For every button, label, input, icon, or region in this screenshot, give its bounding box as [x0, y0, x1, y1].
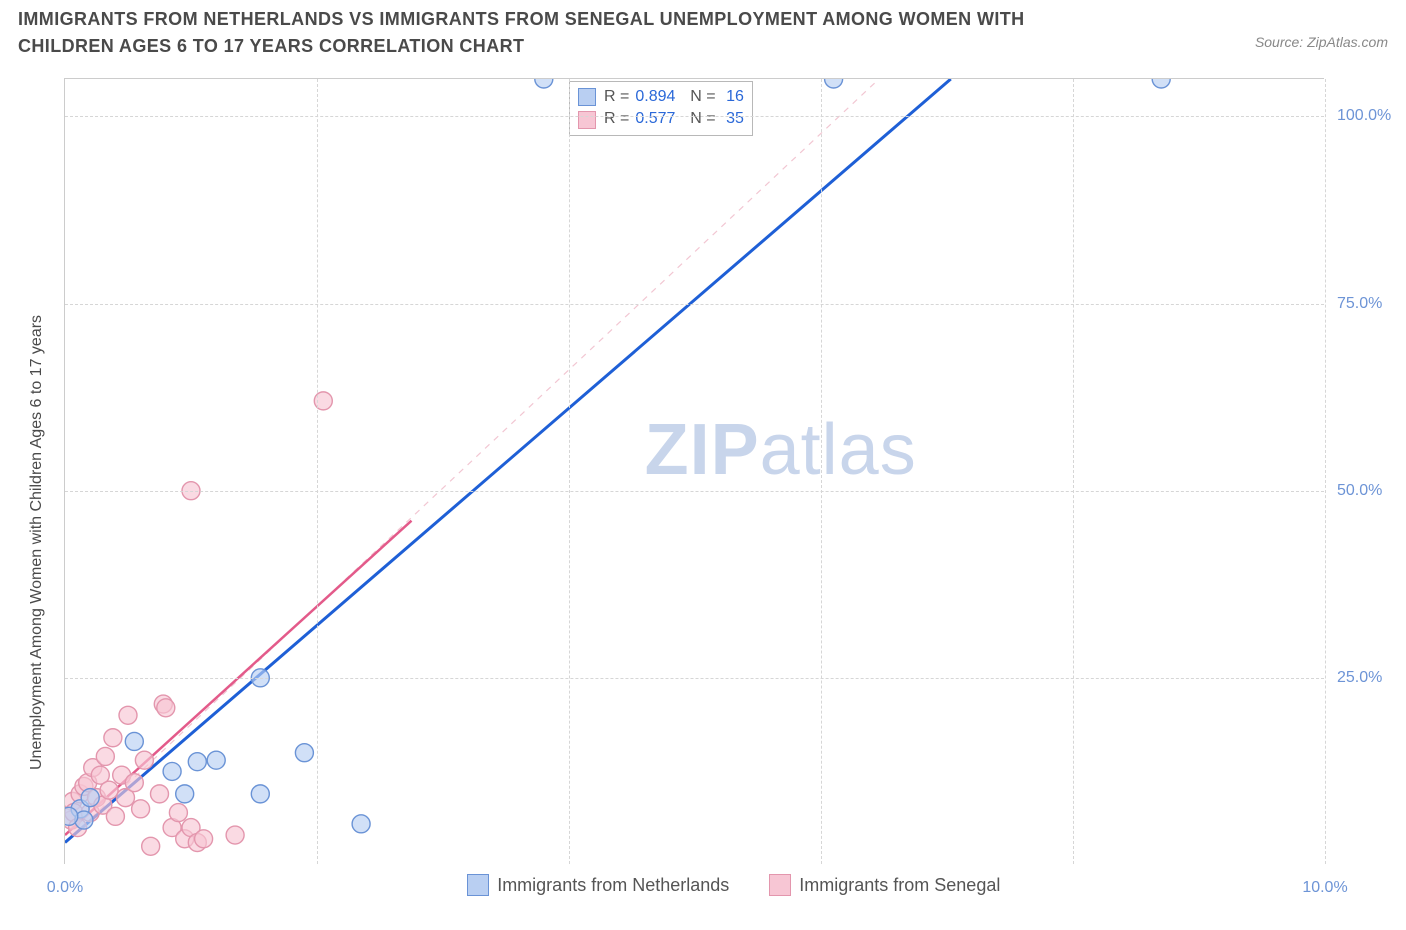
legend-r-value: 0.577 [635, 108, 675, 130]
x-tick-label: 0.0% [47, 879, 83, 897]
data-point [251, 785, 269, 803]
y-tick-label: 25.0% [1337, 669, 1382, 687]
legend-stats: R = 0.894 N = 16 R = 0.577 N = 35 [569, 81, 753, 136]
data-point [132, 800, 150, 818]
legend-swatch [578, 88, 596, 106]
legend-series: Immigrants from Netherlands Immigrants fr… [467, 874, 1000, 896]
legend-stats-row: R = 0.894 N = 16 [578, 86, 744, 108]
legend-label: Immigrants from Netherlands [497, 875, 729, 896]
trend-line [65, 79, 879, 843]
data-point [295, 744, 313, 762]
data-point [825, 79, 843, 88]
grid-line-h [65, 116, 1324, 117]
source-label: Source: ZipAtlas.com [1255, 34, 1388, 50]
grid-line-v [821, 79, 822, 864]
grid-line-h [65, 491, 1324, 492]
legend-r-label: R = [604, 86, 629, 108]
plot-svg [65, 79, 1325, 865]
grid-line-v [1073, 79, 1074, 864]
data-point [81, 789, 99, 807]
data-point [106, 807, 124, 825]
grid-line-h [65, 304, 1324, 305]
grid-line-h [65, 678, 1324, 679]
data-point [176, 785, 194, 803]
legend-swatch [467, 874, 489, 896]
data-point [188, 753, 206, 771]
legend-label: Immigrants from Senegal [799, 875, 1000, 896]
grid-line-v [569, 79, 570, 864]
data-point [135, 751, 153, 769]
grid-line-v [317, 79, 318, 864]
legend-r-value: 0.894 [635, 86, 675, 108]
data-point [125, 774, 143, 792]
data-point [151, 785, 169, 803]
data-point [157, 699, 175, 717]
data-point [169, 804, 187, 822]
legend-n-value: 16 [722, 86, 744, 108]
data-point [96, 747, 114, 765]
data-point [142, 837, 160, 855]
data-point [195, 830, 213, 848]
data-point [352, 815, 370, 833]
data-point [1152, 79, 1170, 88]
legend-item: Immigrants from Senegal [769, 874, 1000, 896]
y-tick-label: 50.0% [1337, 482, 1382, 500]
legend-swatch [578, 111, 596, 129]
data-point [535, 79, 553, 88]
data-point [163, 762, 181, 780]
x-tick-label: 10.0% [1302, 879, 1347, 897]
legend-stats-row: R = 0.577 N = 35 [578, 108, 744, 130]
data-point [104, 729, 122, 747]
chart-plot-area: ZIPatlas R =0.894 N = 16R =0.577 N = 35 … [64, 78, 1324, 864]
y-tick-label: 75.0% [1337, 295, 1382, 313]
grid-line-v [1325, 79, 1326, 864]
data-point [207, 751, 225, 769]
legend-n-value: 35 [722, 108, 744, 130]
data-point [100, 781, 118, 799]
data-point [119, 706, 137, 724]
trend-line [65, 79, 951, 843]
legend-swatch [769, 874, 791, 896]
data-point [125, 732, 143, 750]
y-axis-label: Unemployment Among Women with Children A… [28, 315, 46, 770]
data-point [65, 807, 78, 825]
data-point [226, 826, 244, 844]
chart-title: IMMIGRANTS FROM NETHERLANDS VS IMMIGRANT… [18, 6, 1098, 60]
legend-n-label: N = [681, 86, 715, 108]
chart-header: IMMIGRANTS FROM NETHERLANDS VS IMMIGRANT… [18, 6, 1388, 60]
legend-item: Immigrants from Netherlands [467, 874, 729, 896]
y-tick-label: 100.0% [1337, 107, 1391, 125]
legend-r-label: R = [604, 108, 629, 130]
legend-n-label: N = [681, 108, 715, 130]
